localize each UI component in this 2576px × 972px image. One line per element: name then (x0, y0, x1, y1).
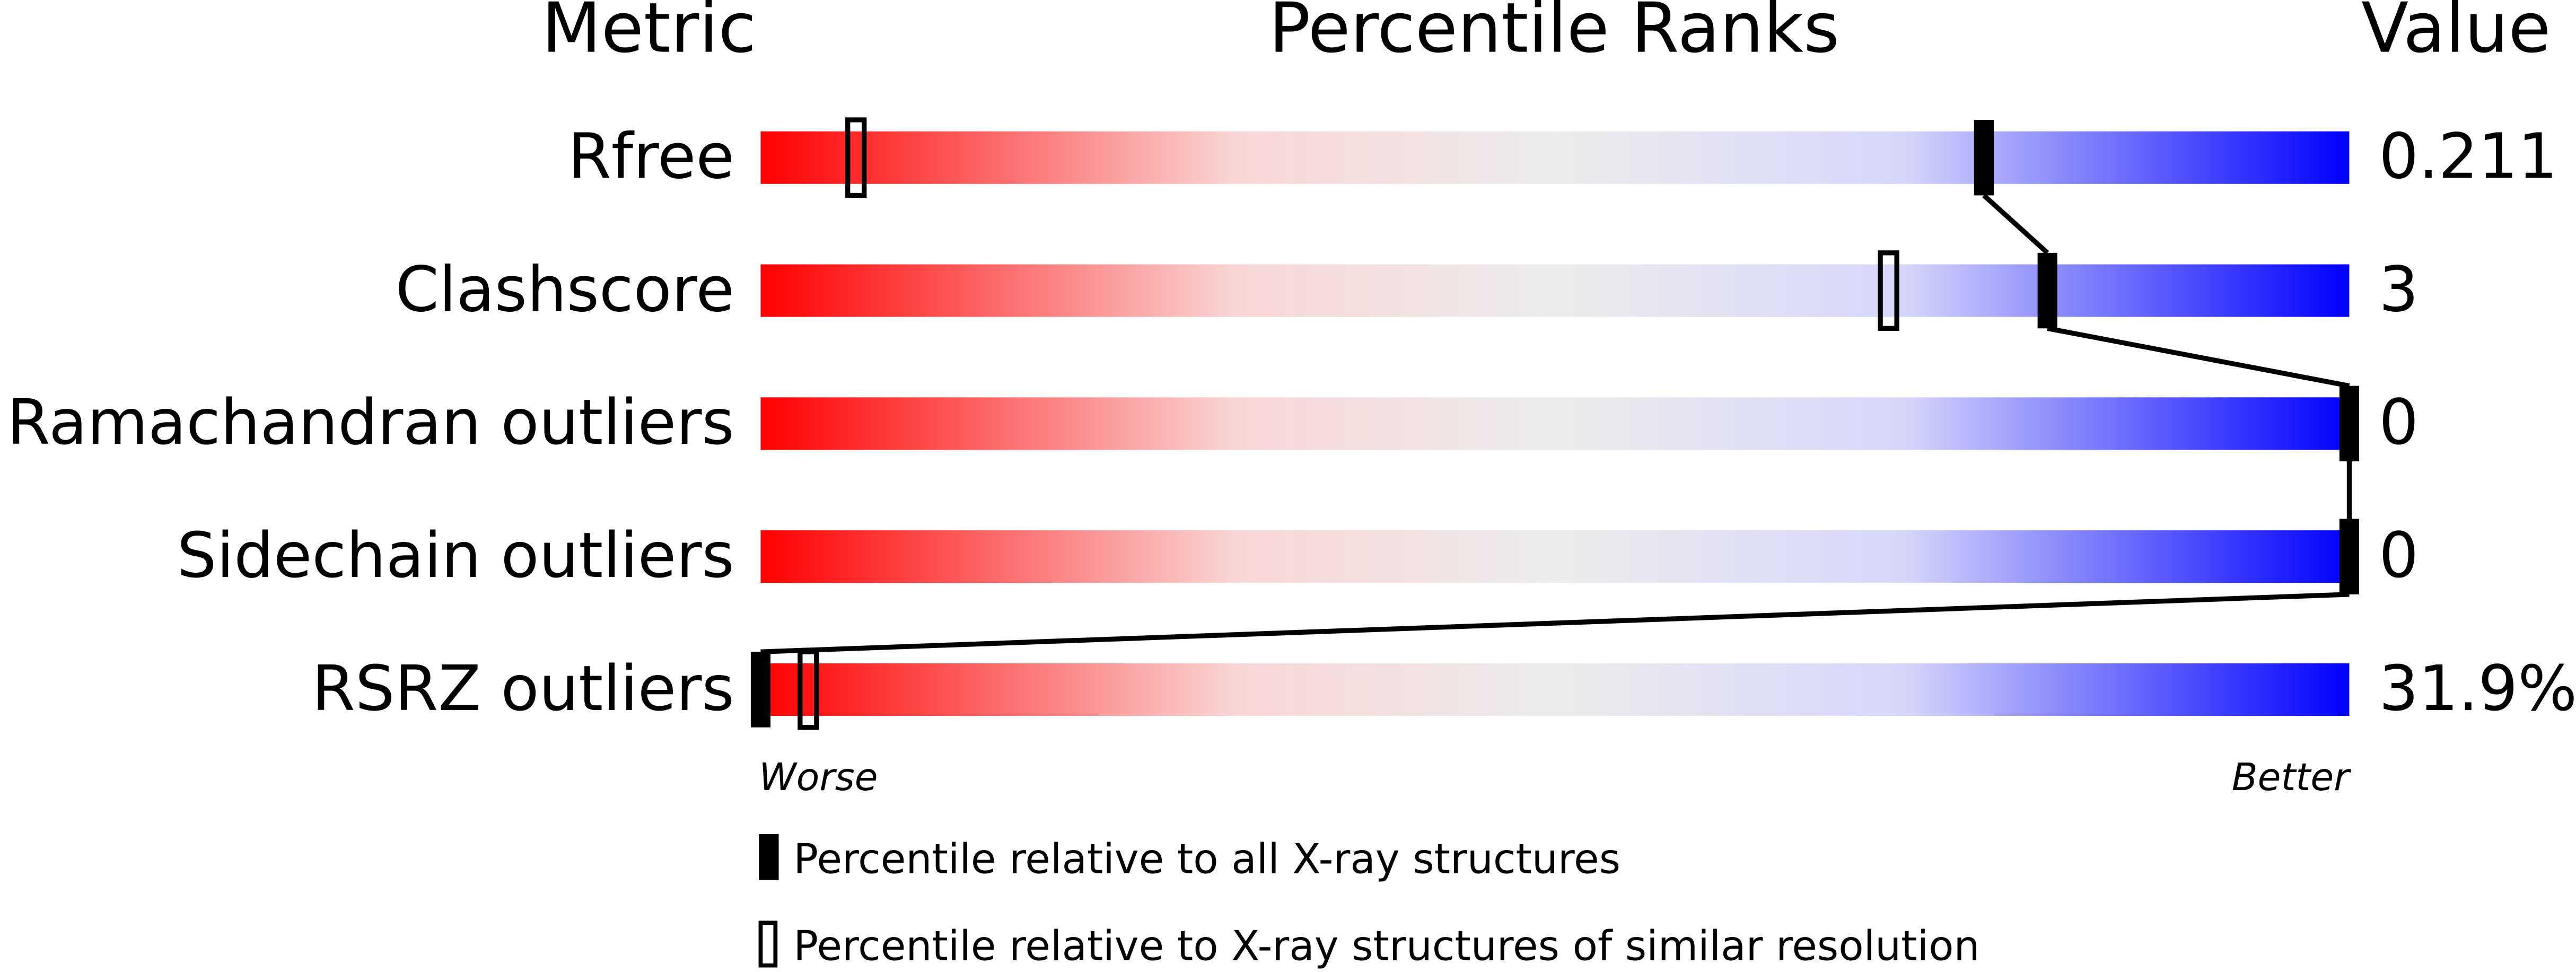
metric-label: Rfree (568, 120, 734, 193)
metric-label: RSRZ outliers (312, 652, 734, 725)
percentile-bar (760, 131, 2350, 184)
percentile-bar (760, 530, 2350, 583)
percentile-marker (798, 649, 819, 730)
axis-end-label: Better (2232, 755, 2351, 799)
percentile-marker (1974, 120, 1994, 196)
percentile-marker (1878, 250, 1899, 331)
percentile-bar (760, 663, 2350, 716)
percentile-bar (760, 264, 2350, 317)
header: Value (2361, 0, 2551, 68)
value-label: 3 (2379, 253, 2419, 326)
axis-end-label: Worse (759, 755, 878, 799)
percentile-marker (2339, 386, 2360, 462)
value-label: 0 (2379, 519, 2419, 592)
legend-swatch (758, 921, 778, 968)
legend-label: Percentile relative to all X-ray structu… (793, 836, 1620, 883)
header: Metric (542, 0, 757, 68)
metric-label: Clashscore (396, 253, 734, 326)
value-label: 31.9% (2379, 652, 2576, 725)
percentile-marker (2037, 252, 2057, 329)
percentile-marker (845, 117, 867, 198)
percentile-marker (750, 652, 771, 728)
header: Percentile Ranks (1269, 0, 1839, 68)
percentile-bar (760, 397, 2350, 450)
connector-line (760, 194, 2352, 654)
value-label: 0 (2379, 386, 2419, 459)
percentile-marker (2339, 519, 2360, 594)
metric-label: Ramachandran outliers (7, 386, 734, 459)
metric-label: Sidechain outliers (177, 519, 734, 592)
legend-label: Percentile relative to X-ray structures … (793, 923, 1979, 970)
value-label: 0.211 (2379, 120, 2557, 193)
legend-swatch (759, 834, 779, 880)
